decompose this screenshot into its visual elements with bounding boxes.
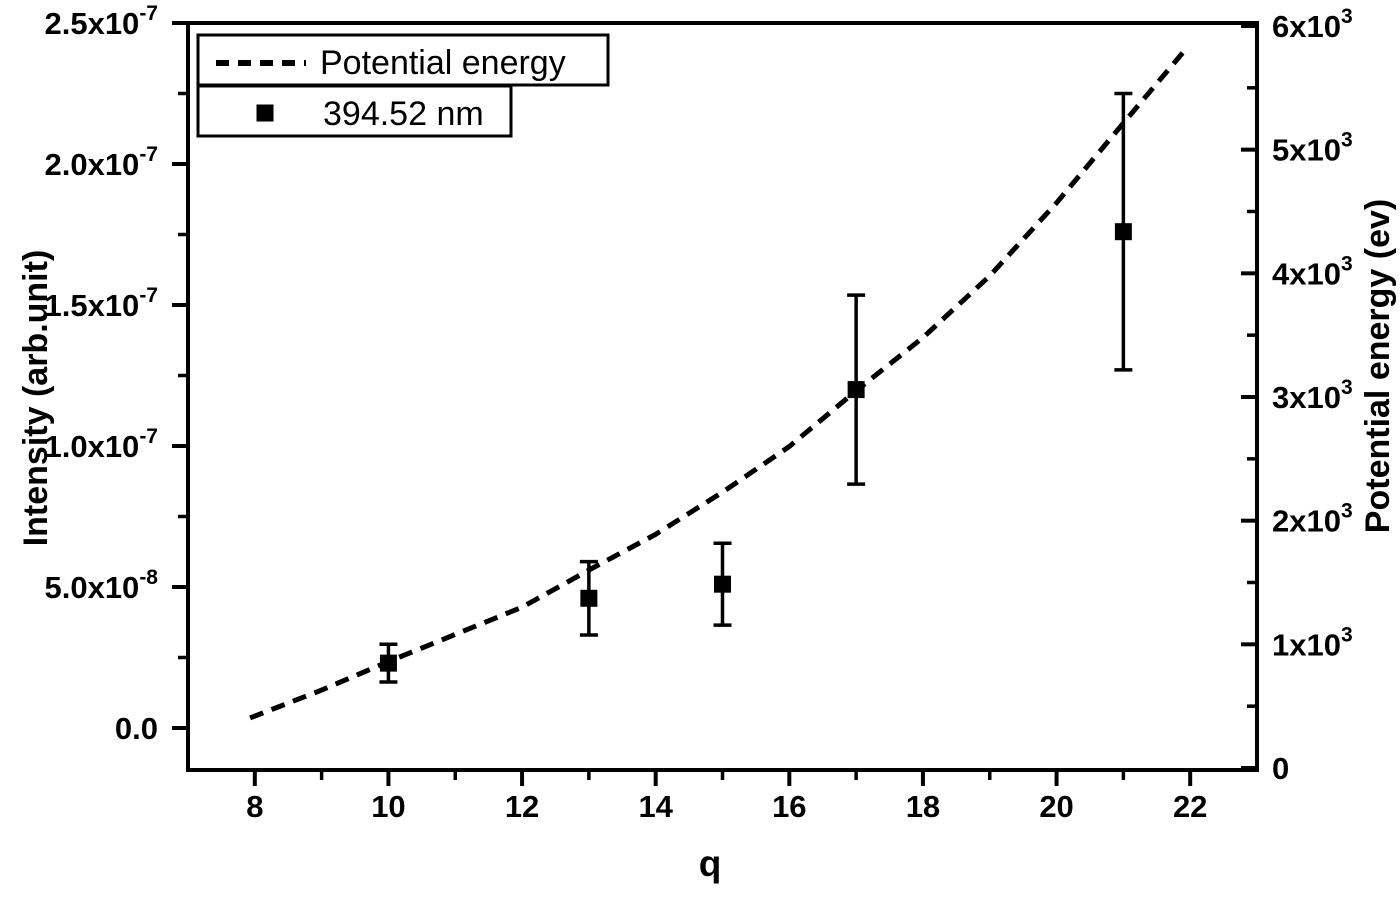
data-point-marker: [580, 589, 598, 607]
left-axis-tick-label: 2.0x10-7: [44, 143, 158, 182]
left-axis-tick-label: 0.0: [115, 711, 158, 746]
left-axis-tick-label: 5.0x10-8: [44, 566, 158, 605]
x-axis-tick-label: 14: [638, 789, 673, 824]
x-axis-tick-label: 10: [371, 789, 405, 824]
data-point-marker: [1114, 223, 1132, 241]
right-axis-tick-label: 6x103: [1272, 5, 1353, 44]
x-axis-tick-label: 16: [772, 789, 806, 824]
right-axis-tick-label: 3x103: [1272, 376, 1353, 415]
x-axis-tick-label: 12: [505, 789, 539, 824]
legend-label-potential-energy: Potential energy: [320, 44, 566, 82]
legend-square-sample: [256, 104, 274, 122]
x-axis-title: q: [699, 843, 722, 884]
left-axis-tick-label: 1.0x10-7: [44, 425, 158, 464]
right-axis-tick-label: 4x103: [1272, 252, 1353, 291]
data-point-marker: [714, 575, 731, 593]
x-axis-tick-label: 22: [1173, 789, 1207, 824]
left-axis-title: Intensity (arb.unit): [17, 250, 55, 547]
right-axis-tick-label: 2x103: [1272, 500, 1353, 539]
right-axis-title: Potential energy (ev): [1359, 199, 1397, 533]
right-axis-tick-label: 1x103: [1272, 623, 1353, 662]
data-point-marker: [379, 654, 397, 672]
x-axis-tick-label: 8: [246, 789, 263, 824]
right-axis-tick-label: 0: [1272, 751, 1289, 786]
left-axis-tick-label: 1.5x10-7: [44, 284, 158, 323]
data-point-marker: [847, 381, 865, 399]
right-axis-tick-label: 5x103: [1272, 129, 1353, 168]
legend-label-wavelength: 394.52 nm: [323, 95, 484, 133]
x-axis-tick-label: 18: [906, 789, 940, 824]
potential-energy-curve: [249, 47, 1188, 721]
x-axis-tick-label: 20: [1039, 789, 1073, 824]
left-axis-tick-label: 2.5x10-7: [44, 2, 158, 41]
legend-box-scatter: [196, 84, 513, 138]
